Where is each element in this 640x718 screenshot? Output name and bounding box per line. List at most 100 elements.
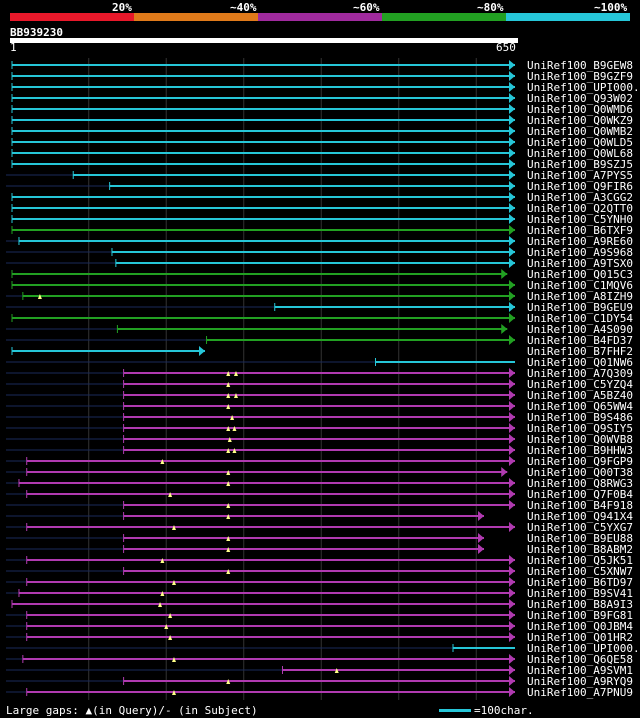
hit-row[interactable] [6, 423, 515, 433]
hit-row[interactable] [6, 588, 515, 598]
hit-label[interactable]: UniRef100_Q0WL68 [527, 147, 633, 160]
hit-row[interactable] [11, 126, 515, 136]
hit-row[interactable] [6, 412, 515, 422]
hit-label[interactable]: UniRef100_Q5JK51 [527, 554, 633, 567]
hit-label[interactable]: UniRef100_C5XNW7 [527, 565, 633, 578]
hit-row[interactable] [6, 335, 515, 345]
hit-row[interactable] [6, 621, 515, 631]
hit-row[interactable] [11, 71, 515, 81]
hit-label[interactable]: UniRef100_C5YNH0 [527, 213, 633, 226]
hit-row[interactable] [6, 236, 515, 246]
hit-label[interactable]: UniRef100_A9S968 [527, 246, 633, 259]
hit-label[interactable]: UniRef100_B9HHW3 [527, 444, 633, 457]
hit-row[interactable] [11, 280, 515, 290]
hit-row[interactable] [6, 555, 515, 565]
hit-row[interactable] [6, 577, 515, 587]
hit-row[interactable] [11, 269, 508, 279]
hit-label[interactable]: UniRef100_A3CGG2 [527, 191, 633, 204]
hit-label[interactable]: UniRef100_Q941X4 [527, 510, 633, 523]
hit-row[interactable] [6, 533, 484, 543]
hit-row[interactable] [6, 445, 515, 455]
hit-label[interactable]: UniRef100_C5YZQ4 [527, 378, 633, 391]
hit-row[interactable] [11, 225, 515, 235]
hit-label[interactable]: UniRef100_Q01NW6 [527, 356, 633, 369]
hit-label[interactable]: UniRef100_B6TD97 [527, 576, 633, 589]
hit-row[interactable] [6, 676, 515, 686]
hit-label[interactable]: UniRef100_Q0WKZ9 [527, 114, 633, 127]
hit-label[interactable]: UniRef100_Q8RWG3 [527, 477, 633, 490]
hit-label[interactable]: UniRef100_A5BZ40 [527, 389, 633, 402]
hit-label[interactable]: UniRef100_B8A9I3 [527, 598, 633, 611]
hit-label[interactable]: UniRef100_A9TSX0 [527, 257, 633, 270]
hit-label[interactable]: UniRef100_B9GZF9 [527, 70, 633, 83]
hit-row[interactable] [6, 434, 515, 444]
hit-label[interactable]: UniRef100_B7FHF2 [527, 345, 633, 358]
hit-row[interactable] [6, 247, 515, 257]
hit-label[interactable]: UniRef100_B8ABM2 [527, 543, 633, 556]
hit-row[interactable] [6, 170, 515, 180]
hit-label[interactable]: UniRef100_B9EU88 [527, 532, 633, 545]
hit-label[interactable]: UniRef100_Q9SIY5 [527, 422, 633, 435]
hit-row[interactable] [11, 192, 515, 202]
hit-label[interactable]: UniRef100_A7Q309 [527, 367, 633, 380]
hit-row[interactable] [6, 478, 515, 488]
hit-row[interactable] [6, 489, 515, 499]
hit-row[interactable] [6, 401, 515, 411]
hit-row[interactable] [11, 115, 515, 125]
hit-row[interactable] [6, 644, 515, 652]
hit-row[interactable] [11, 159, 515, 169]
hit-row[interactable] [6, 258, 515, 268]
hit-label[interactable]: UniRef100_Q2QTT0 [527, 202, 633, 215]
hit-label[interactable]: UniRef100_Q015C3 [527, 268, 633, 281]
hit-row[interactable] [6, 324, 508, 334]
hit-label[interactable]: UniRef100_A8IZH9 [527, 290, 633, 303]
hit-label[interactable]: UniRef100_Q0WMB2 [527, 125, 633, 138]
hit-label[interactable]: UniRef100_Q9FGP9 [527, 455, 633, 468]
hit-label[interactable]: UniRef100_A9RE60 [527, 235, 633, 248]
hit-row[interactable] [11, 313, 515, 323]
hit-label[interactable]: UniRef100_B9SZJ5 [527, 158, 633, 171]
hit-row[interactable] [11, 104, 515, 114]
hit-row[interactable] [11, 148, 515, 158]
hit-row[interactable] [11, 346, 205, 356]
hit-label[interactable]: UniRef100_Q01HR2 [527, 631, 633, 644]
hit-label[interactable]: UniRef100_Q65WW4 [527, 400, 633, 413]
hit-row[interactable] [6, 566, 515, 576]
hit-row[interactable] [6, 544, 484, 554]
hit-row[interactable] [6, 665, 515, 675]
hit-label[interactable]: UniRef100_A9SVM1 [527, 664, 633, 677]
hit-label[interactable]: UniRef100_Q0JBM4 [527, 620, 633, 633]
hit-row[interactable] [11, 93, 515, 103]
hit-label[interactable]: UniRef100_B6TXF9 [527, 224, 633, 237]
hit-row[interactable] [6, 456, 515, 466]
hit-label[interactable]: UniRef100_Q6QE58 [527, 653, 633, 666]
hit-label[interactable]: UniRef100_A4S090 [527, 323, 633, 336]
hit-label[interactable]: UniRef100_Q93W02 [527, 92, 633, 105]
hit-row[interactable] [6, 379, 515, 389]
hit-row[interactable] [6, 181, 515, 191]
hit-label[interactable]: UniRef100_B4F918 [527, 499, 633, 512]
hit-row[interactable] [6, 302, 515, 312]
hit-row[interactable] [11, 60, 515, 70]
hit-label[interactable]: UniRef100_C1MQV6 [527, 279, 633, 292]
hit-label[interactable]: UniRef100_A7PYS5 [527, 169, 633, 182]
hit-row[interactable] [6, 522, 515, 532]
hit-row[interactable] [11, 137, 515, 147]
hit-label[interactable]: UniRef100_Q9FIR6 [527, 180, 633, 193]
hit-label[interactable]: UniRef100_UPI000.. [527, 642, 640, 655]
hit-label[interactable]: UniRef100_Q0WVB8 [527, 433, 633, 446]
hit-row[interactable] [11, 214, 515, 224]
hit-label[interactable]: UniRef100_A9RYQ9 [527, 675, 633, 688]
hit-row[interactable] [6, 390, 515, 400]
hit-row[interactable] [6, 632, 515, 642]
hit-label[interactable]: UniRef100_Q00T38 [527, 466, 633, 479]
hit-label[interactable]: UniRef100_B4FD37 [527, 334, 633, 347]
hit-label[interactable]: UniRef100_Q7F0B4 [527, 488, 633, 501]
hit-label[interactable]: UniRef100_B9FG81 [527, 609, 633, 622]
hit-row[interactable] [6, 467, 508, 477]
hit-label[interactable]: UniRef100_A7PNU9 [527, 686, 633, 699]
hit-row[interactable] [11, 203, 515, 213]
hit-row[interactable] [6, 610, 515, 620]
hit-label[interactable]: UniRef100_C5YXG7 [527, 521, 633, 534]
hit-label[interactable]: UniRef100_C1DY54 [527, 312, 633, 325]
